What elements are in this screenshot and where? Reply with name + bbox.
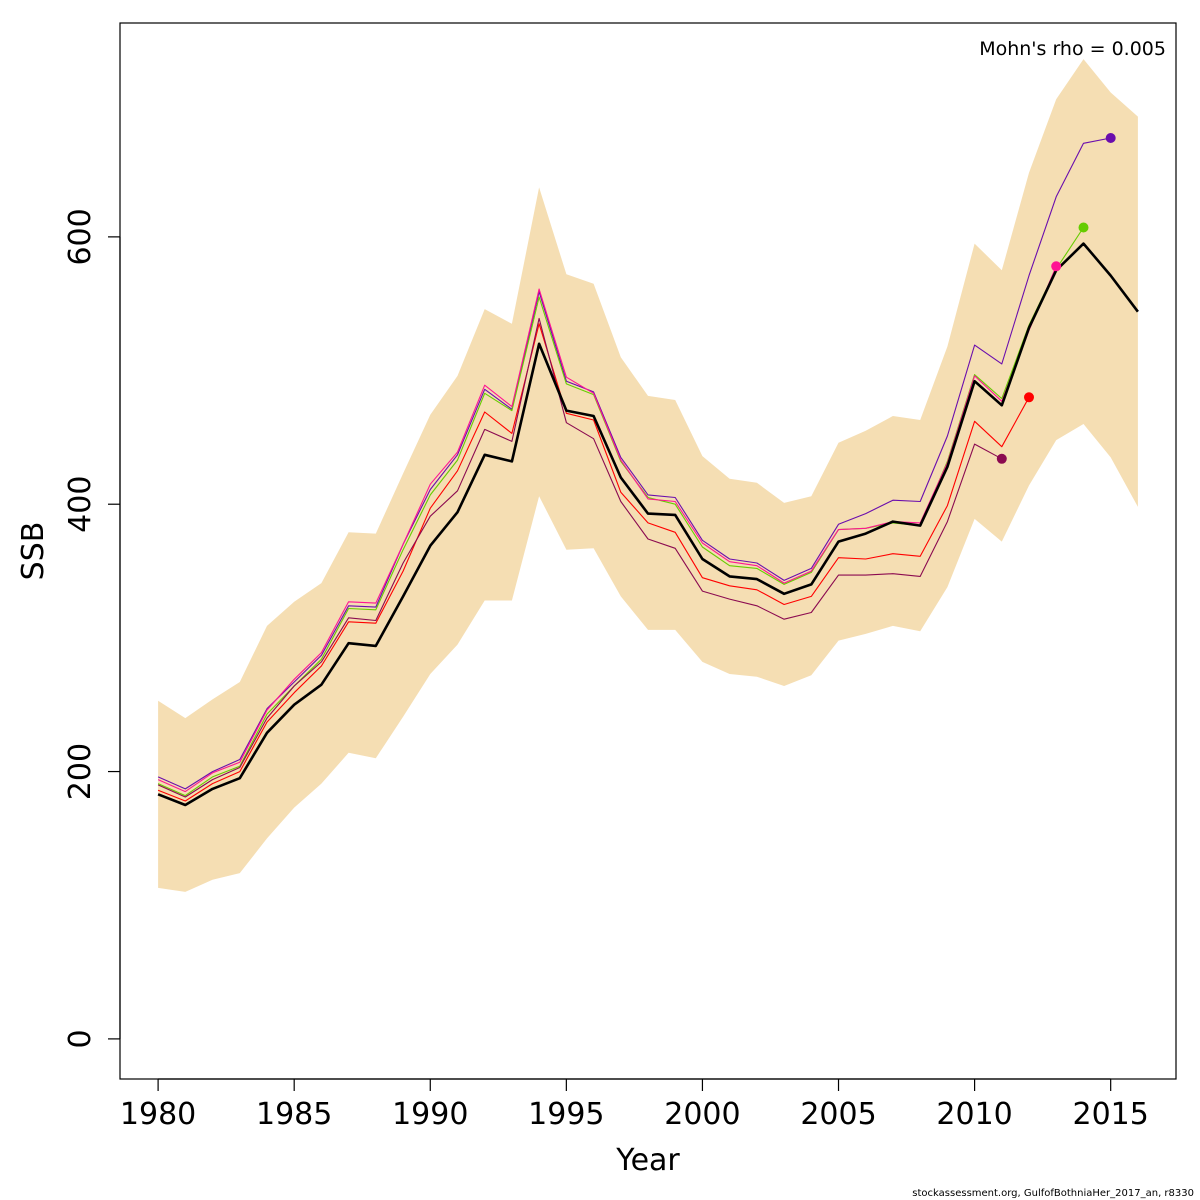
ssb-line-peel_2011 <box>157 317 1003 798</box>
confidence-band-layer <box>158 59 1138 892</box>
x-tick-label-1980: 1980 <box>120 1097 196 1132</box>
mohns-rho-annotation: Mohn's rho = 0.005 <box>979 38 1166 60</box>
y-axis: 0 200 400 600 <box>63 208 121 1048</box>
ssb-line-peel_2013 <box>157 266 1057 793</box>
x-tick-label-1990: 1990 <box>392 1097 468 1132</box>
y-tick-label-0: 0 <box>63 1029 98 1048</box>
x-tick-label-2015: 2015 <box>1073 1097 1149 1132</box>
endpoint-layer <box>996 133 1116 464</box>
y-tick-label-600: 600 <box>63 208 98 265</box>
ssb-line-peel_2012 <box>157 323 1030 802</box>
endpoint-peel_2011 <box>996 453 1007 464</box>
x-tick-label-1985: 1985 <box>256 1097 332 1132</box>
ssb-main-line <box>157 242 1139 807</box>
endpoint-peel_2014 <box>1078 222 1089 233</box>
x-axis: 1980 1985 1990 1995 2000 2005 2010 2015 <box>120 1078 1149 1132</box>
x-tick-label-1995: 1995 <box>528 1097 604 1132</box>
endpoint-peel_2012 <box>1024 392 1034 403</box>
confidence-band <box>158 59 1138 892</box>
y-axis-title: SSB <box>16 522 51 581</box>
x-tick-label-2000: 2000 <box>664 1097 740 1132</box>
endpoint-peel_2015 <box>1105 133 1116 143</box>
endpoint-peel_2013 <box>1051 261 1062 272</box>
series-layer <box>157 137 1139 807</box>
ssb-line-peel_2015 <box>157 137 1111 790</box>
footer-credit: stockassessment.org, GulfofBothniaHer_20… <box>912 1188 1194 1199</box>
y-tick-label-200: 200 <box>63 743 98 800</box>
x-axis-title: Year <box>615 1143 680 1178</box>
x-tick-label-2010: 2010 <box>936 1097 1012 1132</box>
y-tick-label-400: 400 <box>63 476 98 533</box>
x-tick-label-2005: 2005 <box>800 1097 876 1132</box>
